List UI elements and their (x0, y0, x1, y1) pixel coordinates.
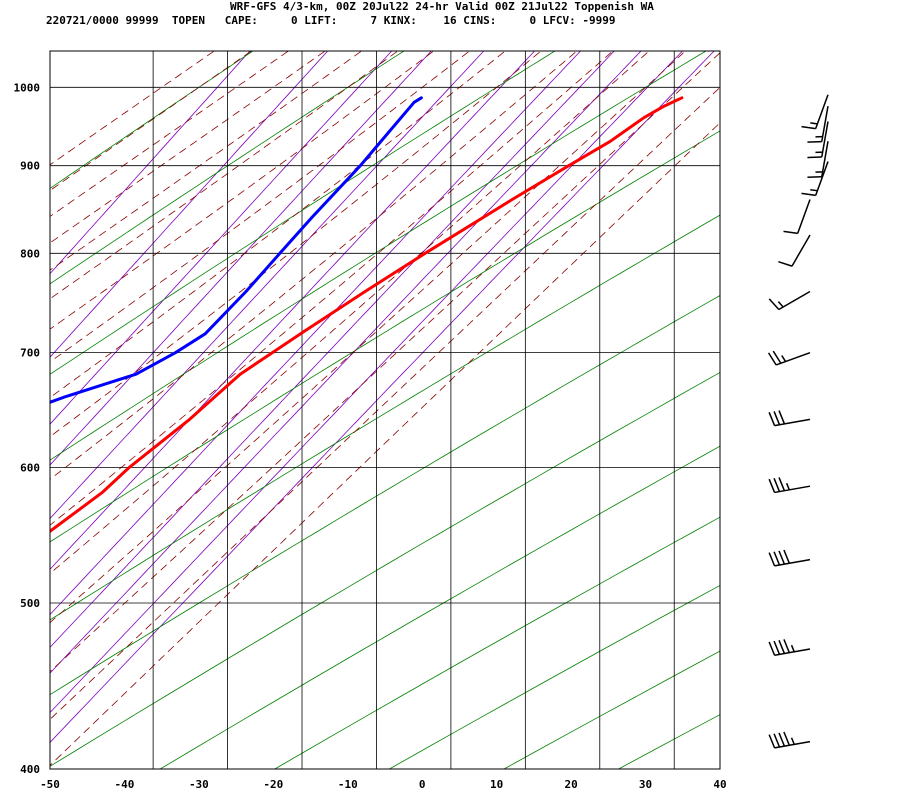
wind-barb (768, 731, 811, 749)
dry-adiabat (50, 295, 720, 696)
moist-adiabat (50, 51, 687, 624)
wind-barb (768, 410, 811, 427)
dry-adiabat (617, 714, 720, 769)
temperature-line (50, 96, 684, 534)
pressure-tick-label: 400 (20, 763, 40, 776)
moist-adiabat (50, 51, 650, 574)
moist-adiabat (50, 51, 435, 330)
pressure-tick-label: 500 (20, 597, 40, 610)
dry-adiabat (388, 584, 720, 769)
dry-adiabat (159, 445, 720, 769)
sounding-indices: 220721/0000 99999 TOPEN CAPE: 0 LIFT: 7 … (46, 14, 616, 27)
wind-barb (807, 106, 829, 143)
dry-adiabat (50, 51, 254, 189)
temperature-tick-label: 40 (713, 778, 726, 791)
moist-adiabat (50, 51, 399, 300)
tick-labels: 400 500 600 700 800 900 1000 -50 -40 -30 -20 -10 0 10… (14, 81, 727, 791)
mixing-ratio-line (50, 51, 615, 648)
pressure-tick-label: 800 (20, 247, 40, 260)
temperature-tick-label: 30 (639, 778, 652, 791)
moist-adiabat (50, 51, 542, 438)
moist-adiabat (50, 51, 578, 480)
temperature-tick-label: 0 (419, 778, 426, 791)
temperature-tick-label: -30 (189, 778, 209, 791)
mixing-ratio-line (50, 51, 485, 520)
mixing-ratio-lines (50, 51, 715, 743)
mixing-ratio-line (50, 51, 642, 674)
pressure-tick-label: 600 (20, 461, 40, 474)
dry-adiabat (50, 51, 405, 285)
pressure-tick-label: 900 (20, 160, 40, 173)
wind-barb (807, 121, 829, 159)
moist-adiabat (50, 51, 614, 526)
temperature-tick-label: -40 (115, 778, 135, 791)
plot-frame (49, 50, 721, 770)
wind-barb (768, 477, 811, 494)
dry-adiabat (50, 371, 720, 767)
moist-adiabat (50, 51, 471, 363)
moist-adiabat (50, 51, 363, 271)
wind-barb (807, 141, 829, 179)
moist-adiabat (50, 51, 326, 244)
chart-title: WRF-GFS 4/3-km, 00Z 20Jul22 24-hr Valid … (230, 0, 654, 13)
moist-adiabat (50, 122, 720, 766)
wind-barbs (767, 94, 829, 749)
wind-barb (768, 639, 811, 657)
dry-adiabat (50, 130, 720, 543)
mixing-ratio-line (50, 51, 432, 466)
sounding-series (50, 96, 684, 534)
temperature-tick-label: -10 (338, 778, 358, 791)
dry-adiabat (50, 214, 720, 621)
temperature-tick-label: -50 (40, 778, 60, 791)
mixing-ratio-line (50, 51, 329, 358)
moist-adiabat (50, 51, 215, 166)
wind-barb (768, 290, 811, 311)
moist-adiabat (50, 51, 290, 217)
wind-barb (778, 234, 811, 267)
wind-barb (801, 94, 829, 130)
mixing-ratio-line (50, 51, 251, 275)
mixing-ratio-line (50, 51, 582, 616)
pressure-tick-label: 700 (20, 347, 40, 360)
dry-adiabat (274, 516, 720, 769)
mixing-ratio-line (50, 51, 684, 714)
mixing-ratio-line (50, 51, 715, 743)
grid-lines (50, 51, 720, 769)
dry-adiabat (50, 51, 707, 461)
temperature-tick-label: 20 (564, 778, 577, 791)
moist-adiabat (50, 51, 506, 399)
dewpoint-line (50, 96, 423, 404)
temperature-tick-label: -20 (263, 778, 283, 791)
wind-barb (801, 161, 829, 197)
moist-adiabat (50, 51, 253, 192)
moist-adiabat (50, 52, 720, 673)
mixing-ratio-line (50, 51, 536, 570)
temperature-tick-label: 10 (490, 778, 503, 791)
wind-barb (783, 199, 811, 235)
moist-adiabat (50, 86, 720, 720)
dry-adiabat (503, 650, 720, 769)
dry-adiabat (50, 51, 556, 375)
wind-barb (767, 350, 811, 366)
wind-barb (768, 549, 811, 567)
dry-adiabats (50, 51, 720, 769)
pressure-tick-label: 1000 (14, 81, 41, 94)
moist-adiabats (50, 51, 720, 766)
mixing-ratio-line (50, 51, 393, 425)
